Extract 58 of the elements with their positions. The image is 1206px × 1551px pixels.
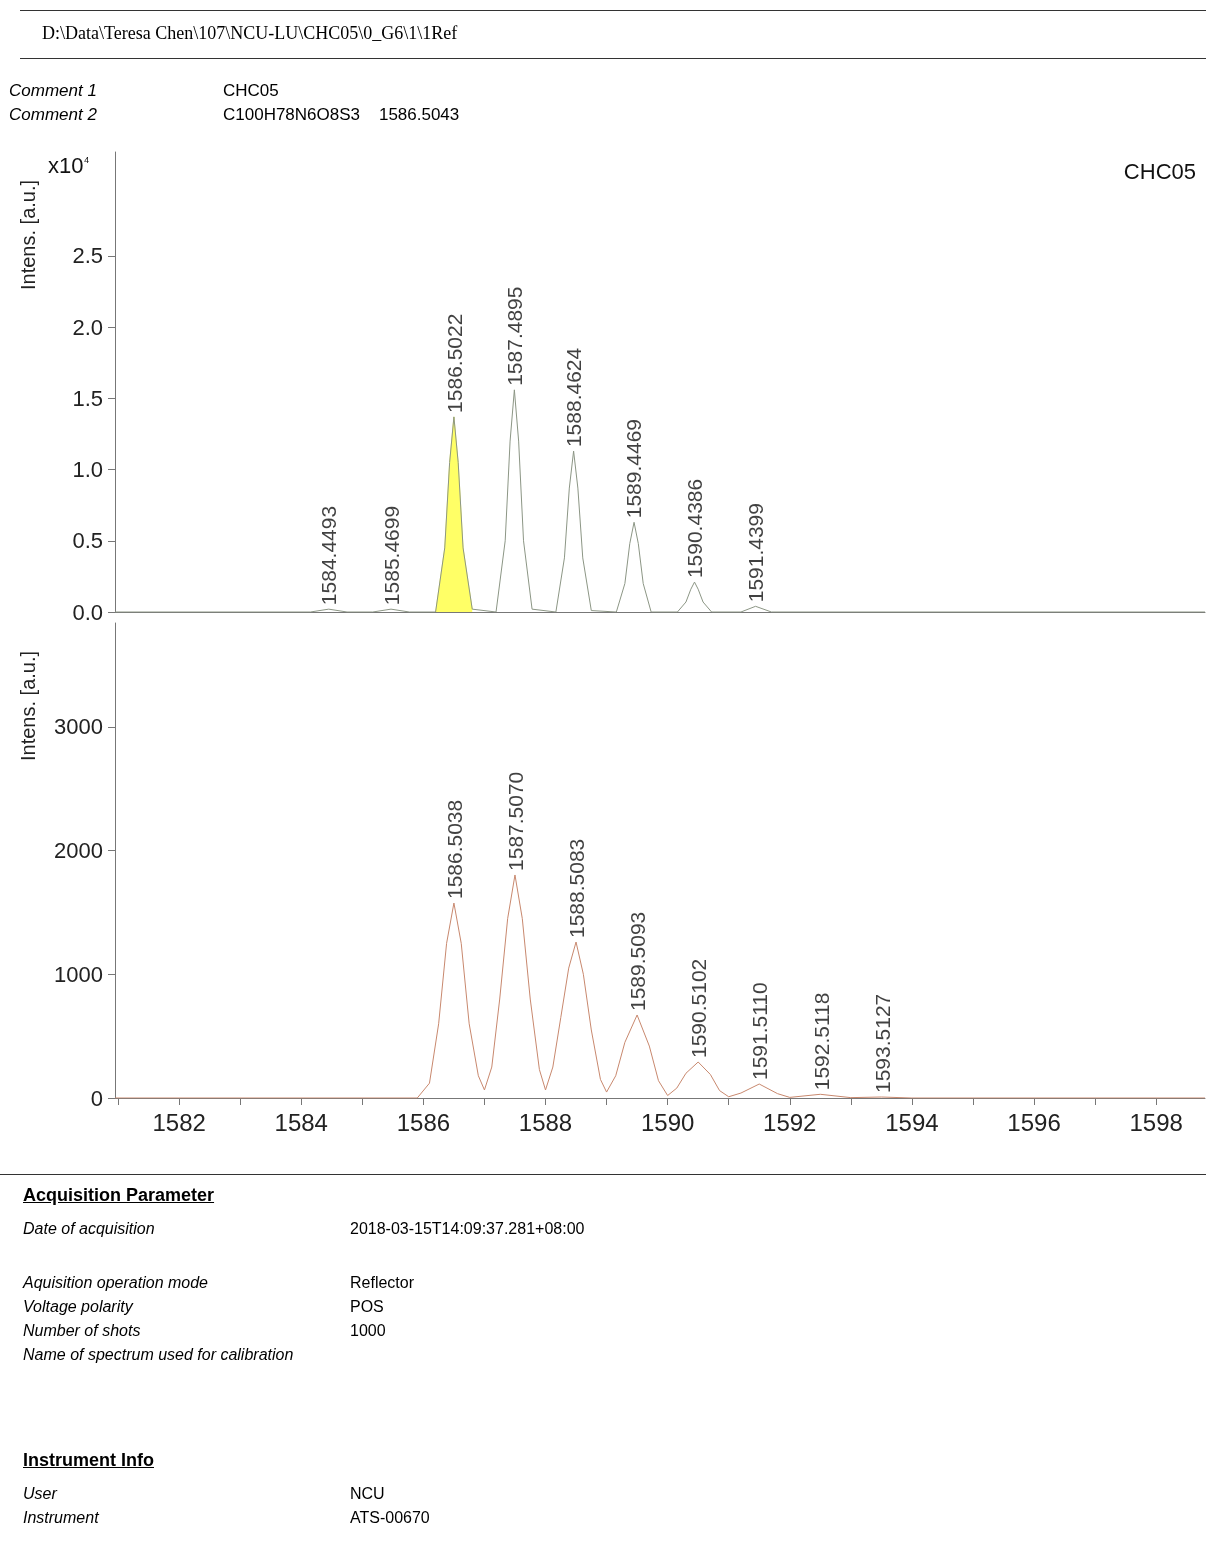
annotation: 1588.5083 xyxy=(565,838,589,939)
y-tick-label: 2.0 xyxy=(72,314,103,340)
x-tick-label: 1592 xyxy=(763,1108,817,1136)
annotation: 1591.4399 xyxy=(744,503,768,603)
text: Name of spectrum used for calibration xyxy=(23,1346,295,1364)
annotation: 1587.5070 xyxy=(503,771,527,871)
x-tick-label: 1582 xyxy=(152,1108,206,1136)
annotation: 1588.4624 xyxy=(562,347,586,448)
text: C100H78N6O8S3 1586.5043 xyxy=(223,105,461,125)
y-tick-label: 1000 xyxy=(54,961,103,987)
y-tick-label: 0.5 xyxy=(72,528,103,554)
text: Instrument Info xyxy=(23,1450,155,1471)
y-axis-title: Intens. [a.u.] xyxy=(17,179,39,290)
text: 2018-03-15T14:09:37.281+08:00 xyxy=(350,1220,586,1238)
annotation: CHC05 xyxy=(1123,158,1197,184)
annotation: 1591.5110 xyxy=(748,982,772,1081)
text: Date of acquisition xyxy=(23,1220,156,1238)
y-tick-label: 0.0 xyxy=(72,599,103,625)
text: Aquisition operation mode xyxy=(23,1274,209,1292)
annotation: 1586.5038 xyxy=(442,799,466,900)
annotation: 1584.4493 xyxy=(317,505,341,606)
text: ATS-00670 xyxy=(350,1509,431,1527)
y-tick-label: 1.5 xyxy=(72,385,103,411)
annotation: 1586.5022 xyxy=(442,313,466,413)
annotation: 1592.5118 xyxy=(809,992,833,1091)
annotation: 1585.4699 xyxy=(379,505,403,606)
annotation: 1589.5093 xyxy=(626,911,650,1011)
text: NCU xyxy=(350,1485,386,1503)
x-tick-label: 1596 xyxy=(1007,1108,1061,1136)
text: User xyxy=(23,1485,59,1503)
text: Acquisition Parameter xyxy=(23,1185,216,1206)
text: CHC05 xyxy=(223,81,280,101)
text: Number of shots xyxy=(23,1322,142,1340)
x-tick-label: 1588 xyxy=(518,1108,573,1136)
text: Instrument xyxy=(23,1509,100,1527)
x-tick-label: 1594 xyxy=(885,1108,939,1136)
text: D:\Data\Teresa Chen\107\NCU-LU\CHC05\0_G6\1\1Ref xyxy=(20,10,1206,59)
text: Voltage polarity xyxy=(23,1298,135,1316)
x-tick-label: 1598 xyxy=(1129,1108,1183,1136)
annotation: 1589.4469 xyxy=(622,419,646,519)
y-tick-label: 2000 xyxy=(54,838,103,864)
text: 1000 xyxy=(350,1322,387,1340)
y-tick-label: 1.0 xyxy=(72,457,103,483)
text: Reflector xyxy=(350,1274,416,1292)
y-axis-title: Intens. [a.u.] xyxy=(17,650,39,761)
x-tick-label: 1590 xyxy=(640,1108,695,1136)
annotation: 1590.5102 xyxy=(687,958,711,1058)
text: POS xyxy=(350,1298,385,1316)
annotation: 1593.5127 xyxy=(870,993,894,1094)
x-tick-label: 1586 xyxy=(396,1108,451,1136)
y-tick-label: 3000 xyxy=(54,714,103,740)
text: Comment 1 xyxy=(9,81,98,101)
annotation: 1590.4386 xyxy=(682,478,706,579)
x-tick-label: 1584 xyxy=(274,1108,328,1136)
y-tick-label: 2.5 xyxy=(72,243,103,269)
text: Comment 2 xyxy=(9,105,98,125)
annotation: 1587.4895 xyxy=(502,286,526,386)
y-tick-label: 0 xyxy=(90,1085,103,1111)
